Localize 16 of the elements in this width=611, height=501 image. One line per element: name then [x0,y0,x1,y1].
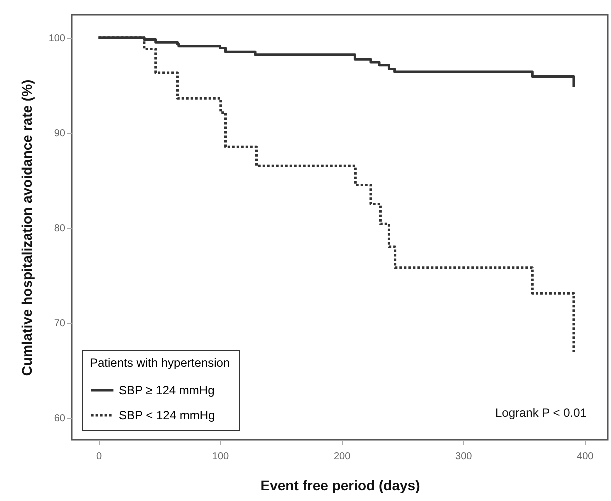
y-tick-label: 60 [54,414,66,425]
x-tick-label: 200 [334,452,352,462]
annotation: Logrank P < 0.01 [495,406,588,420]
x-tick-label: 300 [456,452,473,462]
legend-title: Patients with hypertension [90,356,230,370]
y-tick-label: 70 [54,318,66,330]
legend-label: SBP ≥ 124 mmHg [119,384,215,398]
y-tick-label: 100 [48,33,66,44]
legend-label: SBP < 124 mmHg [119,408,216,422]
x-tick-label: 400 [577,452,594,462]
y-axis-title: Cumlative hospitalization avoidance rate (%) [18,80,35,376]
y-tick-label: 90 [54,128,66,140]
x-tick-label: 0 [96,452,102,462]
x-tick-label: 100 [212,452,230,462]
x-axis-title: Event free period (days) [260,478,420,494]
y-tick-label: 80 [54,223,66,234]
